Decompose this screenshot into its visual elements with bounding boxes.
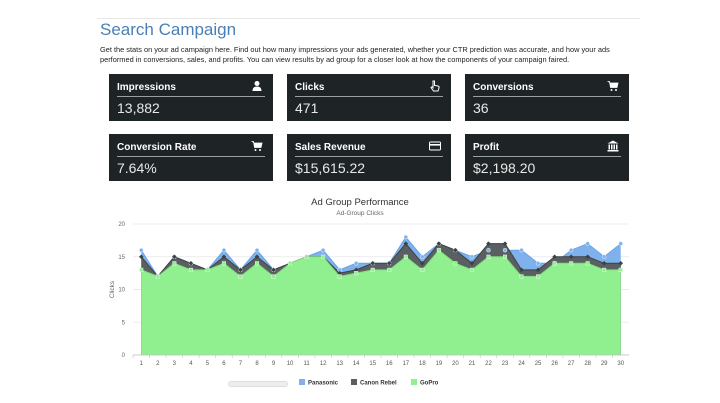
card-label: Conversions <box>473 82 534 93</box>
page-description: Get the stats on your ad campaign here. … <box>100 45 610 64</box>
pointer-hand-icon <box>430 80 440 92</box>
chart-subtitle: Ad-Group Clicks <box>336 210 384 217</box>
card-value: 36 <box>473 100 489 116</box>
impressions-card: Impressions 13,882 <box>109 74 273 121</box>
card-label: Conversion Rate <box>117 142 197 153</box>
card-divider <box>473 156 621 157</box>
profit-card: Profit $2,198.20 <box>465 134 629 181</box>
card-value: $15,615.22 <box>295 160 366 176</box>
card-label: Impressions <box>117 82 176 93</box>
card-divider <box>295 96 443 97</box>
card-value: 7.64% <box>117 160 157 176</box>
shopping-cart-icon <box>251 141 263 151</box>
sales-revenue-card: Sales Revenue $15,615.22 <box>287 134 451 181</box>
card-label: Sales Revenue <box>295 142 366 153</box>
card-divider <box>473 96 621 97</box>
shopping-cart-icon <box>607 81 619 91</box>
bank-icon <box>607 140 619 152</box>
card-value: $2,198.20 <box>473 160 536 176</box>
credit-card-icon <box>429 141 441 151</box>
page-title: Search Campaign <box>100 20 237 39</box>
card-value: 471 <box>295 100 319 116</box>
chart-title: Ad Group Performance <box>311 197 409 208</box>
conversion-rate-card: Conversion Rate 7.64% <box>109 134 273 181</box>
card-label: Clicks <box>295 82 325 93</box>
user-icon <box>252 81 262 91</box>
card-value: 13,882 <box>117 100 160 116</box>
top-divider <box>97 18 640 19</box>
card-divider <box>295 156 443 157</box>
conversions-card: Conversions 36 <box>465 74 629 121</box>
ad-group-performance-chart: Ad Group Performance Ad-Group Clicks <box>0 195 720 403</box>
clicks-card: Clicks 471 <box>287 74 451 121</box>
card-divider <box>117 156 265 157</box>
card-divider <box>117 96 265 97</box>
card-label: Profit <box>473 142 500 153</box>
chart-scrollbar[interactable] <box>228 381 288 387</box>
